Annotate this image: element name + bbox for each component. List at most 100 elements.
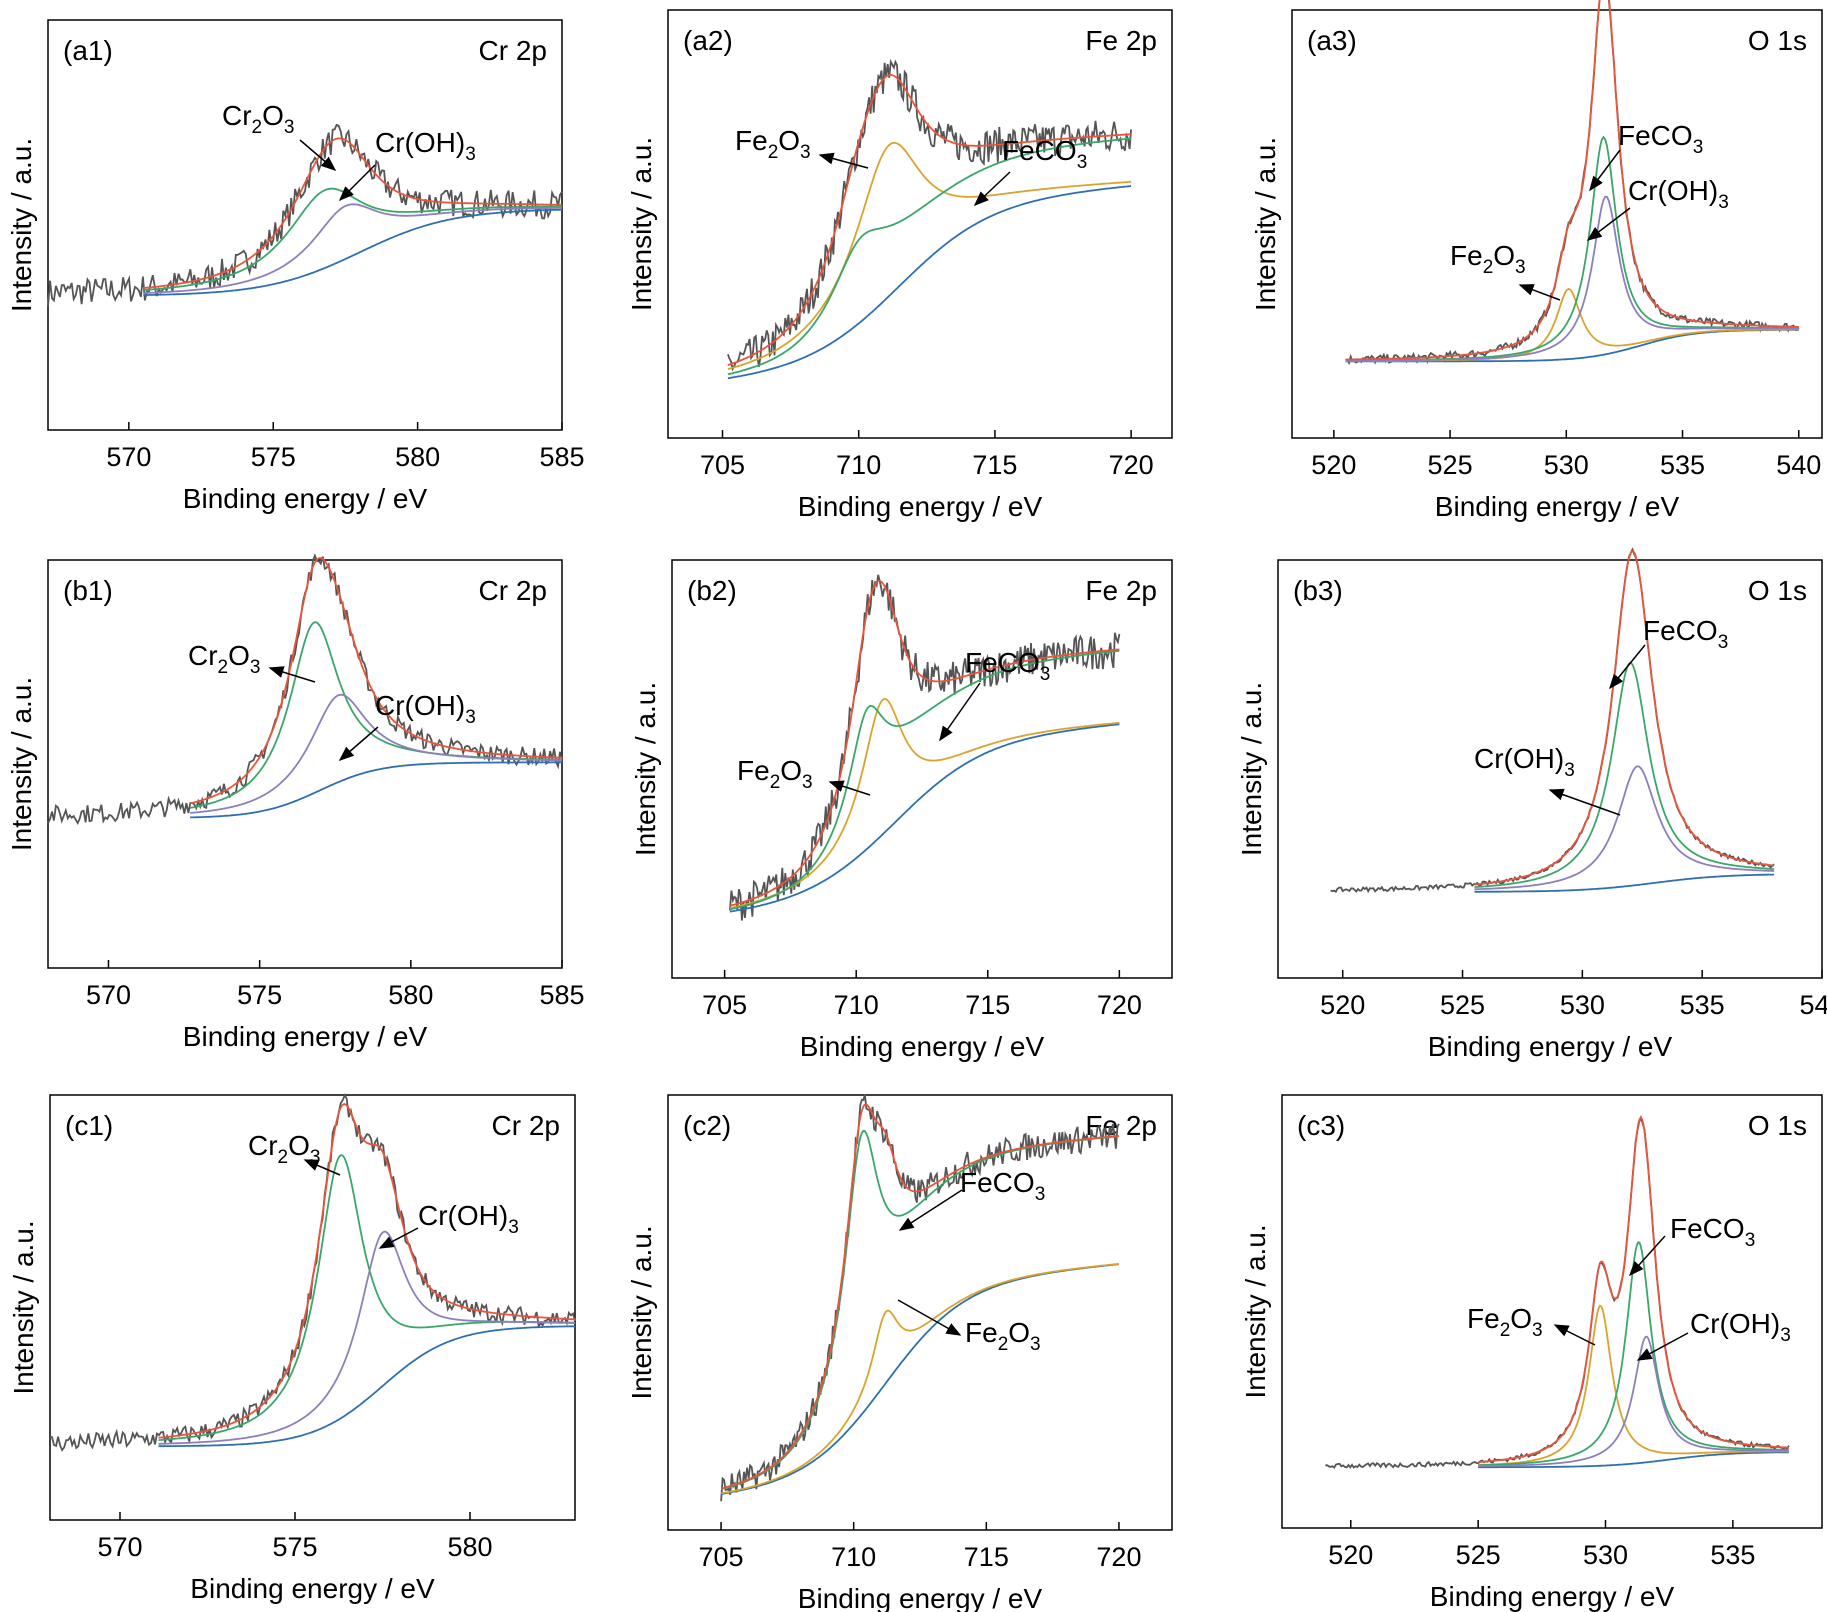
plot-frame	[667, 9, 1173, 439]
annotation-arrow	[1548, 788, 1621, 816]
x-tick-label: 585	[539, 980, 584, 1010]
x-tick-label: 720	[1109, 450, 1154, 480]
annotation-arrow	[1553, 1324, 1596, 1346]
annotation-arrow	[1636, 1332, 1689, 1361]
panel-label: (a3)	[1307, 25, 1357, 56]
plot-frame	[47, 19, 563, 431]
species-label: FeCO3	[960, 1167, 1045, 1205]
envelope-line	[189, 557, 562, 805]
raw-spectrum-line	[1345, 0, 1800, 366]
x-tick-label: 570	[97, 1532, 142, 1562]
species-label: Cr2O3	[222, 100, 294, 138]
x-tick-label: 715	[965, 990, 1010, 1020]
envelope-line	[720, 1103, 1119, 1490]
annotation-arrow	[1628, 1235, 1666, 1277]
y-axis-label: Intensity / a.u.	[1250, 137, 1281, 311]
y-axis-label: Intensity / a.u.	[6, 677, 37, 851]
species-label: Fe2O3	[737, 755, 813, 793]
panel-label: (b3)	[1293, 575, 1343, 606]
annotation-arrow	[828, 780, 871, 796]
plot-frame	[1281, 1094, 1823, 1529]
plot-frame	[49, 1094, 576, 1521]
y-axis-label: Intensity / a.u.	[8, 1220, 39, 1394]
species-label: FeCO3	[1002, 135, 1087, 173]
panel-label: (b1)	[63, 575, 113, 606]
annotation-arrow	[1586, 207, 1631, 241]
background-line	[729, 723, 1120, 913]
component-line-croh3	[1474, 765, 1775, 891]
x-tick-label: 530	[1583, 1540, 1628, 1570]
species-label: Fe2O3	[1450, 240, 1526, 278]
panel-b1: 570 575 580 585 Binding energy / eV Intensity…	[6, 553, 585, 1052]
envelope-line	[1478, 1116, 1789, 1463]
panel-label: (c1)	[65, 1110, 113, 1141]
envelope-line	[158, 1103, 576, 1439]
species-label: Fe2O3	[965, 1317, 1041, 1355]
x-tick-label: 715	[972, 450, 1017, 480]
background-line	[143, 208, 562, 296]
element-label: O 1s	[1748, 25, 1807, 56]
species-label: FeCO3	[1670, 1213, 1755, 1251]
plot-frame	[671, 559, 1173, 979]
x-tick-label: 525	[1440, 990, 1485, 1020]
x-tick-label: 570	[106, 442, 151, 472]
raw-spectrum-line	[1330, 547, 1775, 894]
plot-frame	[667, 1094, 1173, 1531]
panel-c1: 570 575 580 Binding energy / eV Intensity / …	[8, 1093, 576, 1604]
x-tick-label: 575	[237, 980, 282, 1010]
background-line	[1474, 873, 1775, 893]
x-tick-label: 715	[964, 1542, 1009, 1572]
x-axis-label: Binding energy / eV	[798, 491, 1043, 522]
species-label: Cr(OH)3	[1690, 1308, 1791, 1346]
raw-spectrum-line	[729, 574, 1121, 921]
element-label: Cr 2p	[479, 575, 547, 606]
x-tick-label: 705	[702, 990, 747, 1020]
panel-label: (c2)	[683, 1110, 731, 1141]
panel-a2: 705 710 715 720 Binding energy / eV Intensity…	[626, 9, 1173, 522]
background-line	[727, 185, 1132, 380]
x-tick-label: 575	[251, 442, 296, 472]
x-tick-label: 710	[831, 1542, 876, 1572]
annotation-arrow	[818, 152, 869, 169]
raw-spectrum-line	[720, 1094, 1120, 1502]
species-label: Cr(OH)3	[375, 127, 476, 165]
y-axis-label: Intensity / a.u.	[1240, 1224, 1271, 1398]
x-axis-label: Binding energy / eV	[183, 1021, 428, 1052]
component-line-croh3	[190, 693, 562, 814]
y-axis-label: Intensity / a.u.	[630, 682, 661, 856]
species-label: Cr2O3	[248, 1130, 320, 1168]
component-line-feco3	[1474, 662, 1775, 888]
panel-b3: 520 525 530 535 540 Binding energy / eV Intens…	[1236, 547, 1827, 1062]
annotation-arrow	[378, 1227, 419, 1249]
x-axis-label: Binding energy / eV	[800, 1031, 1045, 1062]
x-tick-label: 520	[1328, 1540, 1373, 1570]
x-axis-label: Binding energy / eV	[190, 1573, 435, 1604]
x-axis-label: Binding energy / eV	[183, 483, 428, 514]
component-line-feco3	[720, 1129, 1120, 1490]
species-label: Fe2O3	[1467, 1303, 1543, 1341]
plot-frame	[47, 559, 563, 969]
annotation-arrow	[303, 1159, 341, 1176]
x-tick-label: 520	[1320, 990, 1365, 1020]
element-label: Fe 2p	[1085, 1110, 1157, 1141]
component-line-feco3	[727, 137, 1132, 376]
species-label: FeCO3	[1618, 120, 1703, 158]
component-line-croh3	[1478, 1335, 1789, 1467]
x-tick-label: 535	[1680, 990, 1725, 1020]
element-label: Cr 2p	[479, 35, 547, 66]
x-tick-label: 710	[834, 990, 879, 1020]
x-axis-label: Binding energy / eV	[1428, 1031, 1673, 1062]
x-tick-label: 575	[272, 1532, 317, 1562]
raw-spectrum-line	[727, 58, 1132, 372]
component-line-feco3	[1345, 135, 1799, 362]
x-tick-label: 705	[699, 1542, 744, 1572]
element-label: Fe 2p	[1085, 575, 1157, 606]
y-axis-label: Intensity / a.u.	[1236, 682, 1267, 856]
component-line-croh3	[158, 1230, 575, 1445]
x-tick-label: 720	[1097, 990, 1142, 1020]
raw-spectrum-line	[47, 123, 563, 307]
panel-c2: 705 710 715 720 Binding energy / eV Intensity…	[626, 1094, 1173, 1612]
annotation-arrow	[299, 139, 337, 171]
element-label: Fe 2p	[1085, 25, 1157, 56]
